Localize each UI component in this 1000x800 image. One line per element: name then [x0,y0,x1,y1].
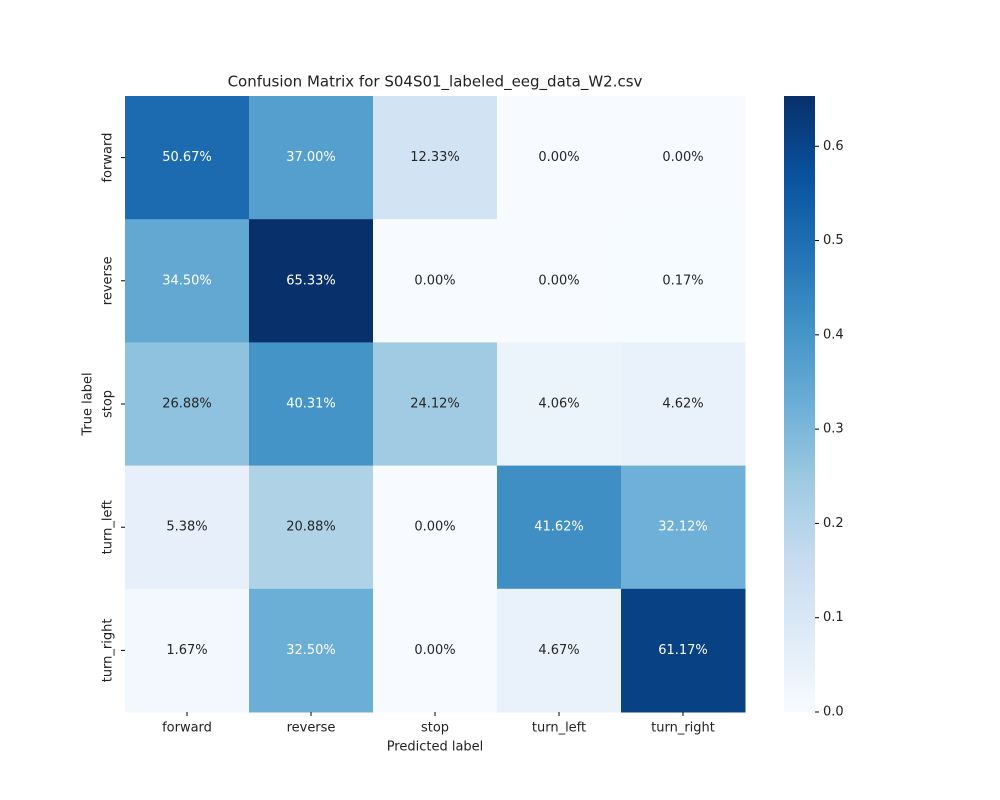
cell-label: 24.12% [410,397,460,412]
x-tick-label: turn_right [651,721,715,736]
cell-label: 34.50% [162,273,212,288]
x-tick-label: turn_left [532,721,586,736]
cell-label: 0.00% [538,150,579,165]
colorbar-tick-label: 0.4 [823,327,844,342]
y-tick-label: forward [101,133,116,183]
cell-label: 61.17% [658,643,708,658]
cell [621,465,746,590]
cell-label: 4.67% [538,643,579,658]
cell-label: 0.17% [662,273,703,288]
cell-label: 37.00% [286,150,336,165]
colorbar-tick-label: 0.6 [823,139,844,154]
cell-label: 0.00% [414,273,455,288]
colorbar-tick-label: 0.0 [823,705,844,720]
cell [621,96,746,220]
cell-label: 0.00% [414,520,455,535]
cell-label: 32.50% [286,643,336,658]
chart-title: Confusion Matrix for S04S01_labeled_eeg_… [228,73,643,92]
y-tick-label: turn_left [101,500,116,554]
cell-label: 1.67% [166,643,207,658]
colorbar-tick-label: 0.3 [823,422,844,437]
cell [125,219,250,343]
cell [497,588,622,713]
cell [497,342,622,467]
cell [373,96,498,220]
cell [497,219,622,343]
cell [125,342,250,467]
cell [373,465,498,590]
colorbar-tick-label: 0.2 [823,516,844,531]
colorbar-tick-label: 0.1 [823,610,844,625]
cell [621,219,746,343]
cell [621,588,746,713]
cell [249,342,374,467]
cell [373,219,498,343]
y-tick-label: turn_right [101,619,116,683]
cell [497,465,622,590]
cell-label: 40.31% [286,397,336,412]
x-tick-label: reverse [287,721,336,736]
cell-label: 32.12% [658,520,708,535]
cell-label: 0.00% [662,150,703,165]
x-tick-label: stop [421,721,449,736]
x-tick-label: forward [162,721,212,736]
colorbar-tick-label: 0.5 [823,233,844,248]
cell-label: 4.62% [662,397,703,412]
cell-label: 5.38% [166,520,207,535]
cell-label: 65.33% [286,273,336,288]
cell [373,342,498,467]
cell [125,96,250,220]
cell-label: 4.06% [538,397,579,412]
y-tick-label: reverse [101,256,116,305]
cell [249,465,374,590]
colorbar [784,96,815,712]
cell-label: 26.88% [162,397,212,412]
cell [373,588,498,713]
cell-label: 0.00% [538,273,579,288]
cell [125,465,250,590]
cell [125,588,250,713]
cell [497,96,622,220]
cell-label: 20.88% [286,520,336,535]
cell-label: 41.62% [534,520,584,535]
x-axis-label: Predicted label [387,740,484,755]
cell [249,96,374,220]
cell [621,342,746,467]
cell-label: 12.33% [410,150,460,165]
y-tick-label: stop [101,390,116,418]
y-axis-label: True label [81,372,96,436]
cell [249,219,374,343]
cell-label: 0.00% [414,643,455,658]
cell [249,588,374,713]
cell-label: 50.67% [162,150,212,165]
